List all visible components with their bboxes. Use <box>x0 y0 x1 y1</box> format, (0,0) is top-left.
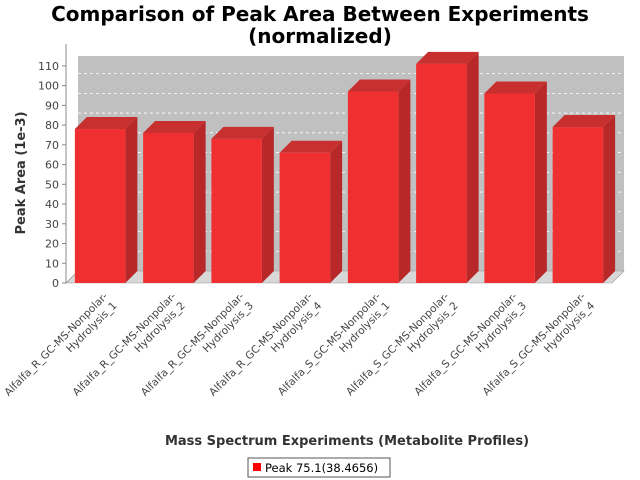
bar <box>416 51 479 283</box>
bar-side <box>466 51 479 283</box>
legend-box <box>247 457 391 478</box>
bar-side <box>534 81 547 283</box>
y-tick-label: 80 <box>45 119 59 132</box>
y-tick-label: 60 <box>45 159 59 172</box>
bar-side <box>125 117 138 283</box>
bar-top <box>279 140 343 153</box>
bar-front <box>484 93 535 283</box>
chart-title-line-2: (normalized) <box>248 24 392 48</box>
y-tick-label: 20 <box>45 238 59 251</box>
y-tick-label: 50 <box>45 178 59 191</box>
x-tick-label: Alfalfa_R_GC-MS-Nonpolar-Hydrolysis_1 <box>2 290 119 407</box>
y-tick-label: 100 <box>38 80 59 93</box>
y-tick-label: 10 <box>45 257 59 270</box>
x-tick-labels: Alfalfa_R_GC-MS-Nonpolar-Hydrolysis_1Alf… <box>2 290 597 407</box>
bar <box>552 115 616 283</box>
bar <box>484 81 547 283</box>
legend: Peak 75.1(38.4656) <box>247 457 391 478</box>
bar-top <box>211 126 274 139</box>
bar-front <box>347 91 399 284</box>
bar <box>74 117 138 283</box>
legend-label: Peak 75.1(38.4656) <box>265 461 378 475</box>
bar <box>211 126 274 283</box>
bar-side <box>330 140 343 283</box>
bars <box>74 51 616 284</box>
bar-side <box>193 120 206 283</box>
y-tick-label: 110 <box>38 60 59 73</box>
y-tick-label: 90 <box>45 99 59 112</box>
bar-top <box>143 120 206 133</box>
y-tick-label: 0 <box>52 277 59 290</box>
bar-front <box>211 138 262 283</box>
bar <box>347 79 411 284</box>
x-axis-title: Mass Spectrum Experiments (Metabolite Pr… <box>165 434 529 449</box>
bar-top <box>484 81 547 94</box>
bar-top <box>552 115 616 128</box>
y-axis: 0 10 20 30 40 50 60 70 80 90 100 110 <box>38 44 67 290</box>
bar-front <box>279 152 331 283</box>
chart-title-line-1: Comparison of Peak Area Between Experime… <box>51 2 589 26</box>
bar <box>279 140 343 283</box>
bar-side <box>398 79 411 284</box>
bar-top <box>347 79 411 92</box>
y-axis-title: Peak Area (1e-3) <box>14 111 29 234</box>
bar-front <box>552 127 604 283</box>
legend-swatch <box>253 463 261 471</box>
bar <box>143 120 206 283</box>
bar-side <box>261 126 274 283</box>
y-tick-label: 70 <box>45 139 59 152</box>
bar-side <box>603 115 616 283</box>
bar-front <box>74 129 126 283</box>
bar-front <box>143 132 194 283</box>
y-tick-label: 40 <box>45 198 59 211</box>
bar-top <box>416 51 479 64</box>
bar-top <box>74 117 138 130</box>
bar-front <box>416 63 467 283</box>
y-tick-label: 30 <box>45 218 59 231</box>
